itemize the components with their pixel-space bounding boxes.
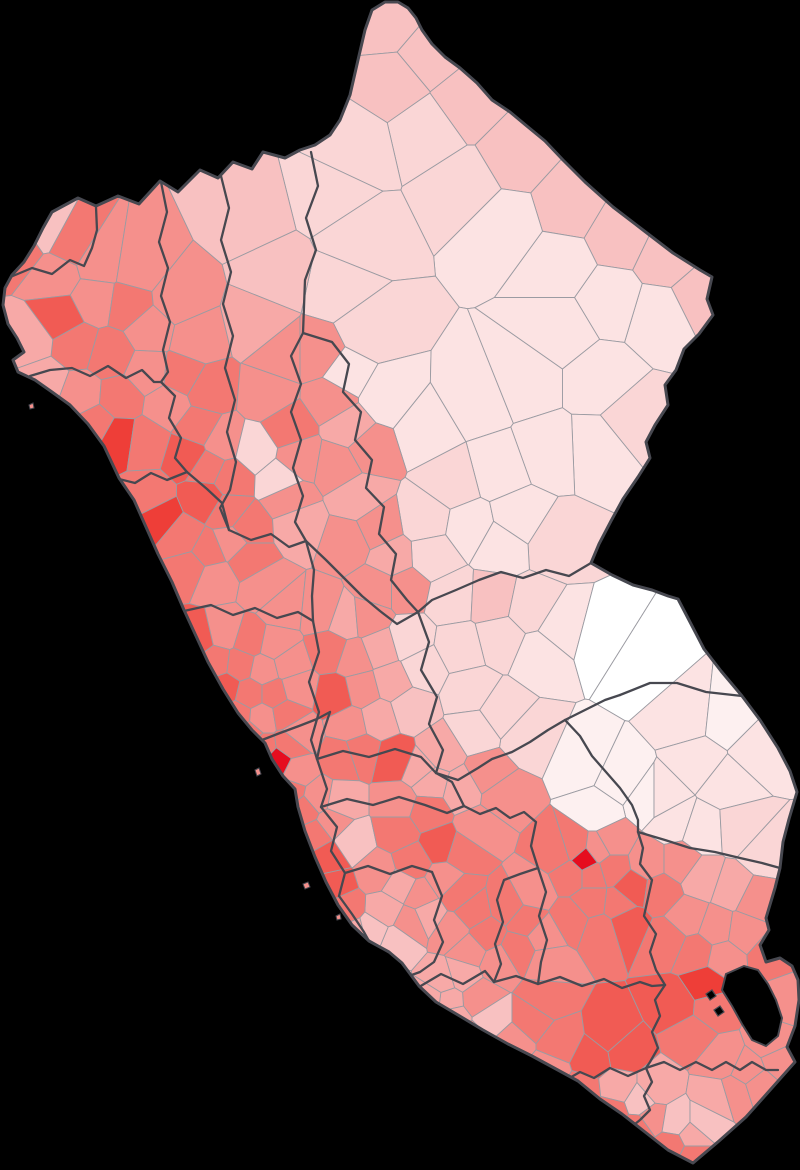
department-border-apurimac-ayacucho bbox=[492, 866, 540, 984]
department-border-ucayali-cusco bbox=[434, 693, 622, 782]
department-border-cusco-puno bbox=[636, 830, 667, 987]
province-cell bbox=[3, 403, 115, 580]
province-cell bbox=[122, 988, 427, 1163]
lake-fragment bbox=[705, 989, 717, 1001]
lake-titicaca bbox=[705, 964, 784, 1048]
province-cell bbox=[760, 1032, 799, 1136]
department-border-mdd-puno bbox=[636, 830, 782, 870]
province-cell bbox=[3, 777, 307, 1005]
department-border-arequipa-ayacucho bbox=[417, 969, 496, 989]
department-border-cajamarca-lalibertad bbox=[185, 470, 231, 532]
province-cell bbox=[396, 2, 596, 93]
department-border-huanuco-ucayali bbox=[416, 610, 445, 775]
island bbox=[302, 881, 311, 890]
province-cell bbox=[670, 141, 799, 448]
department-border-arequipa-apurimac bbox=[492, 974, 540, 986]
department-border-tumbes-piura bbox=[6, 205, 99, 280]
department-border-ancash-lima bbox=[260, 710, 332, 742]
department-border-junin-cusco bbox=[462, 804, 540, 870]
province-cell bbox=[484, 1049, 573, 1163]
department-border-amazonas-loreto bbox=[301, 150, 320, 335]
department-border-huanuco-pasco bbox=[315, 747, 438, 775]
department-border-huancavelica-ayacucho bbox=[404, 870, 445, 979]
province-cell bbox=[420, 1005, 473, 1067]
province-cell bbox=[548, 896, 589, 952]
department-border-cajamarca-amazonas bbox=[218, 174, 238, 532]
department-border-ancash-huanuco bbox=[307, 619, 321, 761]
lake-titicaca-body bbox=[720, 964, 784, 1048]
province-cell bbox=[3, 887, 367, 1090]
department-border-piura-lambayeque bbox=[28, 364, 163, 384]
department-border-junin-huancavelica bbox=[343, 864, 434, 876]
province-cell bbox=[3, 495, 184, 652]
province-cell bbox=[745, 1068, 799, 1163]
province-cell bbox=[3, 603, 214, 800]
coastal-islands bbox=[28, 402, 342, 921]
province-cell bbox=[3, 867, 360, 1070]
department-border-lalibertad-ancash bbox=[182, 603, 315, 623]
island bbox=[28, 402, 35, 410]
department-border-pasco-junin bbox=[319, 795, 466, 815]
department-border-arequipa-cusco bbox=[536, 975, 667, 990]
department-border-arequipa-puno bbox=[644, 983, 667, 1070]
province-cell bbox=[3, 917, 368, 1135]
department-border-sanmartin-huanuco bbox=[304, 539, 420, 626]
province-cell bbox=[410, 951, 456, 993]
island bbox=[254, 767, 262, 777]
province-cell bbox=[3, 699, 252, 883]
province-cell bbox=[3, 720, 264, 988]
department-border-lambayeque-lalibertad bbox=[117, 470, 189, 485]
department-border-puno-moquegua-tacna bbox=[644, 1060, 780, 1072]
lake-fragment bbox=[713, 1005, 725, 1017]
department-border-cusco-mdd bbox=[563, 718, 640, 834]
department-border-amazonas-sanmartin bbox=[289, 331, 308, 543]
department-border-ucayali-mdd-north bbox=[618, 681, 744, 698]
department-border-lambayeque-cajamarca bbox=[159, 380, 189, 474]
province-cell bbox=[595, 816, 643, 856]
department-border-piura-cajamarca bbox=[157, 180, 172, 384]
department-border-pasco-ucayali bbox=[434, 771, 466, 808]
department-border-lalibertad-huanuco bbox=[304, 539, 316, 623]
province-cell bbox=[3, 965, 413, 1163]
province-cell bbox=[685, 1073, 735, 1123]
department-border-lima-pasco bbox=[315, 710, 332, 761]
province-cell bbox=[3, 946, 393, 1163]
province-cell bbox=[400, 1046, 532, 1163]
province-cell bbox=[3, 672, 241, 829]
province-cell bbox=[138, 732, 277, 858]
department-border-loreto-ucayali bbox=[416, 561, 593, 614]
province-cell bbox=[632, 2, 799, 288]
province-cell bbox=[569, 1113, 656, 1163]
province-cell bbox=[474, 2, 743, 194]
department-border-sanmartin-loreto bbox=[301, 331, 420, 614]
department-border-cusco-apurimac bbox=[536, 866, 549, 986]
province-cell bbox=[653, 756, 696, 818]
province-cell bbox=[362, 1019, 493, 1163]
province-cell bbox=[227, 542, 285, 584]
province-cell bbox=[704, 522, 799, 752]
province-cell bbox=[253, 457, 304, 501]
province-cell bbox=[3, 355, 70, 532]
province-cell bbox=[530, 2, 752, 239]
department-border-lalibertad-sanmartin bbox=[227, 528, 308, 549]
province-cell bbox=[37, 818, 333, 968]
island bbox=[335, 913, 342, 921]
province-cell bbox=[474, 297, 601, 370]
province-cell bbox=[583, 2, 782, 271]
